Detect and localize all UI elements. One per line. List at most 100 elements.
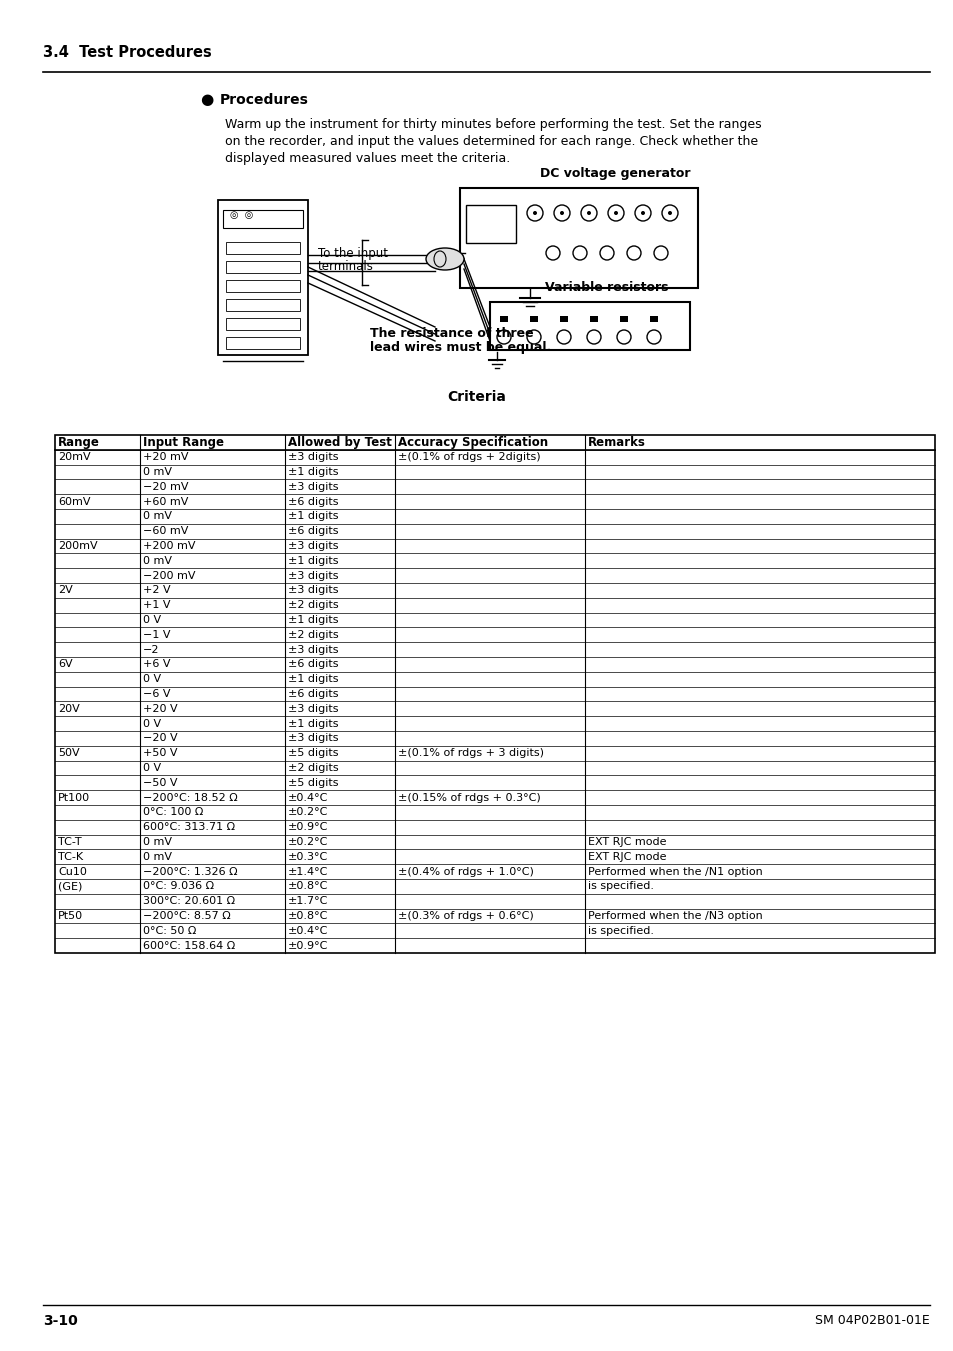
- Text: Warm up the instrument for thirty minutes before performing the test. Set the ra: Warm up the instrument for thirty minute…: [225, 118, 760, 131]
- Text: ±3 digits: ±3 digits: [288, 570, 338, 581]
- Text: ±0.4°C: ±0.4°C: [288, 793, 328, 802]
- Text: 0 mV: 0 mV: [143, 555, 172, 566]
- Bar: [218, 200, 308, 355]
- Bar: [226, 336, 299, 349]
- Bar: [226, 280, 299, 292]
- Text: To the input: To the input: [317, 247, 388, 259]
- Text: SM 04P02B01-01E: SM 04P02B01-01E: [815, 1315, 929, 1328]
- Text: ±0.9°C: ±0.9°C: [288, 823, 328, 832]
- Text: ±1 digits: ±1 digits: [288, 719, 338, 728]
- Text: ±3 digits: ±3 digits: [288, 585, 338, 596]
- Text: TC-K: TC-K: [58, 851, 83, 862]
- Text: 20mV: 20mV: [58, 453, 91, 462]
- Text: ±(0.1% of rdgs + 3 digits): ±(0.1% of rdgs + 3 digits): [397, 748, 543, 758]
- Text: +2 V: +2 V: [143, 585, 171, 596]
- Text: ±(0.1% of rdgs + 2digits): ±(0.1% of rdgs + 2digits): [397, 453, 540, 462]
- Text: ±1.4°C: ±1.4°C: [288, 866, 328, 877]
- Text: Allowed by Test: Allowed by Test: [288, 436, 392, 449]
- Text: −6 V: −6 V: [143, 689, 171, 698]
- Text: +6 V: +6 V: [143, 659, 171, 669]
- Text: 3.4  Test Procedures: 3.4 Test Procedures: [43, 45, 212, 59]
- Bar: [226, 317, 299, 330]
- Text: 0°C: 9.036 Ω: 0°C: 9.036 Ω: [143, 881, 213, 892]
- Circle shape: [586, 211, 590, 215]
- Text: is specified.: is specified.: [587, 881, 654, 892]
- Text: 0 mV: 0 mV: [143, 512, 172, 521]
- Text: +50 V: +50 V: [143, 748, 177, 758]
- Text: −2: −2: [143, 644, 159, 655]
- Text: EXT RJC mode: EXT RJC mode: [587, 838, 666, 847]
- Text: −1 V: −1 V: [143, 630, 171, 640]
- Text: 0 mV: 0 mV: [143, 838, 172, 847]
- Text: ±(0.15% of rdgs + 0.3°C): ±(0.15% of rdgs + 0.3°C): [397, 793, 540, 802]
- Text: 0 V: 0 V: [143, 674, 161, 684]
- Text: Performed when the /N1 option: Performed when the /N1 option: [587, 866, 762, 877]
- Text: 0 V: 0 V: [143, 719, 161, 728]
- Text: 0 mV: 0 mV: [143, 851, 172, 862]
- Bar: [490, 303, 689, 350]
- Circle shape: [533, 211, 537, 215]
- Text: −200°C: 18.52 Ω: −200°C: 18.52 Ω: [143, 793, 237, 802]
- Text: ±0.9°C: ±0.9°C: [288, 940, 328, 951]
- Bar: [226, 242, 299, 254]
- Circle shape: [559, 211, 563, 215]
- Text: is specified.: is specified.: [587, 925, 654, 936]
- Text: ±2 digits: ±2 digits: [288, 763, 338, 773]
- Text: 200mV: 200mV: [58, 540, 97, 551]
- Bar: [226, 299, 299, 311]
- Text: +20 mV: +20 mV: [143, 453, 189, 462]
- Text: ±6 digits: ±6 digits: [288, 526, 338, 536]
- Text: ±6 digits: ±6 digits: [288, 659, 338, 669]
- Bar: [55, 435, 934, 952]
- Text: Pt50: Pt50: [58, 911, 83, 921]
- Text: EXT RJC mode: EXT RJC mode: [587, 851, 666, 862]
- Bar: [530, 316, 537, 322]
- Text: ±1 digits: ±1 digits: [288, 512, 338, 521]
- Text: 600°C: 313.71 Ω: 600°C: 313.71 Ω: [143, 823, 234, 832]
- Text: terminals: terminals: [317, 259, 374, 273]
- Bar: [459, 188, 698, 288]
- Text: Performed when the /N3 option: Performed when the /N3 option: [587, 911, 762, 921]
- Text: ±0.2°C: ±0.2°C: [288, 838, 328, 847]
- Text: ±0.8°C: ±0.8°C: [288, 881, 328, 892]
- Text: ±1 digits: ±1 digits: [288, 674, 338, 684]
- Text: 0 mV: 0 mV: [143, 467, 172, 477]
- Text: The resistance of three: The resistance of three: [370, 327, 533, 340]
- Circle shape: [667, 211, 671, 215]
- Text: −200°C: 1.326 Ω: −200°C: 1.326 Ω: [143, 866, 237, 877]
- Text: Cu10: Cu10: [58, 866, 87, 877]
- Bar: [649, 316, 658, 322]
- Text: +20 V: +20 V: [143, 704, 177, 713]
- Text: Input Range: Input Range: [143, 436, 224, 449]
- Text: ◎  ◎: ◎ ◎: [230, 209, 253, 220]
- Text: Pt100: Pt100: [58, 793, 90, 802]
- Bar: [465, 205, 516, 243]
- Text: ±6 digits: ±6 digits: [288, 497, 338, 507]
- Text: displayed measured values meet the criteria.: displayed measured values meet the crite…: [225, 153, 510, 165]
- Text: 0°C: 50 Ω: 0°C: 50 Ω: [143, 925, 196, 936]
- Text: ±(0.3% of rdgs + 0.6°C): ±(0.3% of rdgs + 0.6°C): [397, 911, 533, 921]
- Text: +60 mV: +60 mV: [143, 497, 188, 507]
- Text: ±2 digits: ±2 digits: [288, 630, 338, 640]
- Text: ●: ●: [200, 92, 213, 108]
- Text: 20V: 20V: [58, 704, 80, 713]
- Text: −20 mV: −20 mV: [143, 482, 189, 492]
- Text: 0°C: 100 Ω: 0°C: 100 Ω: [143, 808, 203, 817]
- Text: 600°C: 158.64 Ω: 600°C: 158.64 Ω: [143, 940, 235, 951]
- Bar: [223, 209, 303, 228]
- Bar: [499, 316, 507, 322]
- Text: ±0.2°C: ±0.2°C: [288, 808, 328, 817]
- Text: ±3 digits: ±3 digits: [288, 734, 338, 743]
- Bar: [619, 316, 627, 322]
- Text: ±(0.4% of rdgs + 1.0°C): ±(0.4% of rdgs + 1.0°C): [397, 866, 534, 877]
- Bar: [589, 316, 598, 322]
- Text: −200°C: 8.57 Ω: −200°C: 8.57 Ω: [143, 911, 231, 921]
- Text: +1 V: +1 V: [143, 600, 171, 611]
- Text: −50 V: −50 V: [143, 778, 177, 788]
- Text: Remarks: Remarks: [587, 436, 645, 449]
- Text: Variable resistors: Variable resistors: [544, 281, 668, 295]
- Text: −60 mV: −60 mV: [143, 526, 188, 536]
- Text: 0 V: 0 V: [143, 615, 161, 626]
- Text: DC voltage generator: DC voltage generator: [539, 168, 690, 180]
- Text: ±3 digits: ±3 digits: [288, 453, 338, 462]
